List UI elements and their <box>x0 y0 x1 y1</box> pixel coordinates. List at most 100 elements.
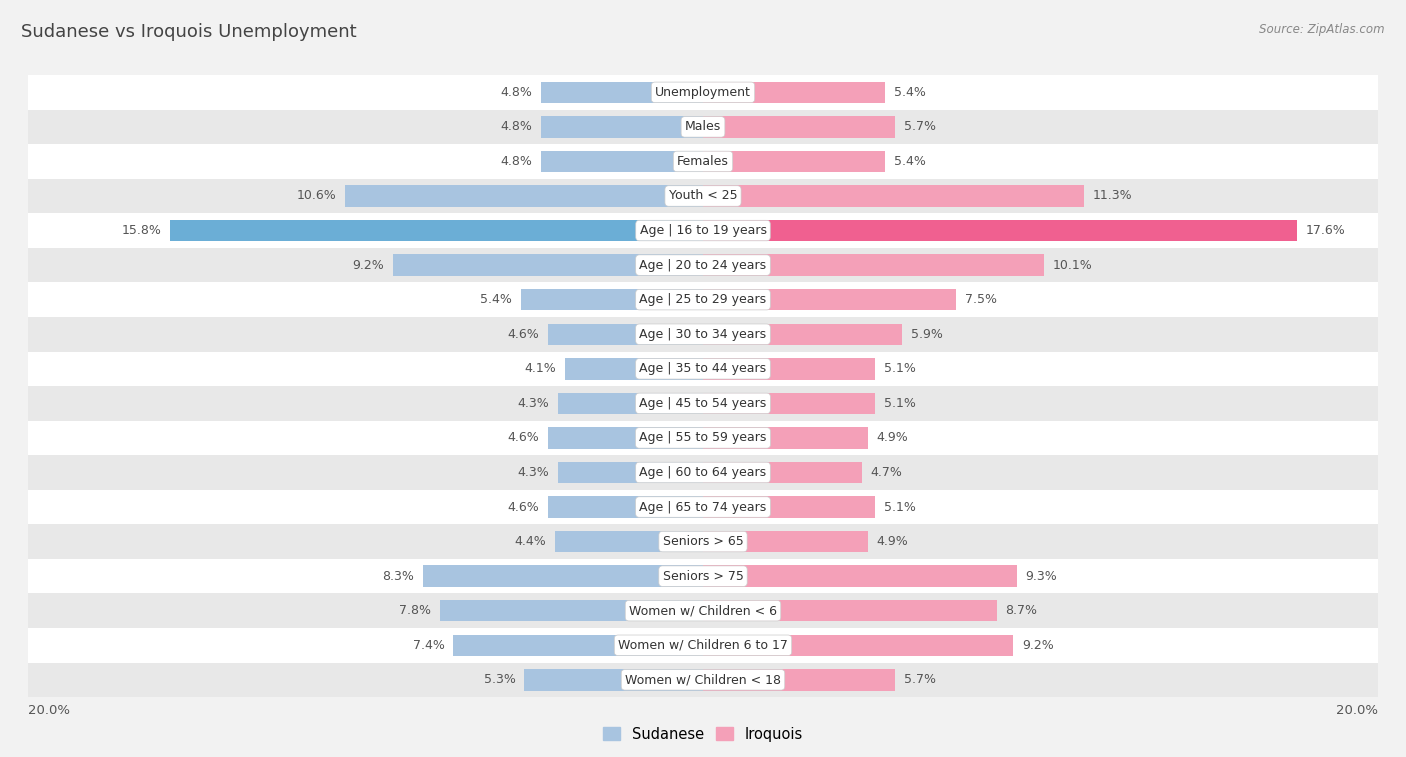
Text: 17.6%: 17.6% <box>1305 224 1346 237</box>
Bar <box>703 462 862 483</box>
Text: 4.8%: 4.8% <box>501 155 533 168</box>
Bar <box>703 531 869 553</box>
Text: Age | 30 to 34 years: Age | 30 to 34 years <box>640 328 766 341</box>
Text: Women w/ Children 6 to 17: Women w/ Children 6 to 17 <box>619 639 787 652</box>
Text: Age | 65 to 74 years: Age | 65 to 74 years <box>640 500 766 513</box>
Text: 7.8%: 7.8% <box>399 604 432 617</box>
Bar <box>548 427 703 449</box>
Text: Unemployment: Unemployment <box>655 86 751 99</box>
Text: 20.0%: 20.0% <box>28 704 70 717</box>
FancyBboxPatch shape <box>28 213 1378 248</box>
Bar <box>453 634 703 656</box>
Text: 4.7%: 4.7% <box>870 466 901 479</box>
Text: 5.4%: 5.4% <box>894 155 925 168</box>
Text: 7.5%: 7.5% <box>965 293 997 306</box>
Text: 9.2%: 9.2% <box>353 259 384 272</box>
FancyBboxPatch shape <box>28 662 1378 697</box>
Bar <box>440 600 703 621</box>
Text: 8.7%: 8.7% <box>1005 604 1038 617</box>
Text: 15.8%: 15.8% <box>121 224 162 237</box>
Bar <box>703 565 1017 587</box>
Bar <box>703 116 896 138</box>
Bar <box>703 289 956 310</box>
Bar <box>703 634 1014 656</box>
Bar <box>565 358 703 379</box>
FancyBboxPatch shape <box>28 282 1378 317</box>
Text: Age | 60 to 64 years: Age | 60 to 64 years <box>640 466 766 479</box>
FancyBboxPatch shape <box>28 490 1378 525</box>
Bar <box>541 116 703 138</box>
Legend: Sudanese, Iroquois: Sudanese, Iroquois <box>598 721 808 748</box>
Bar <box>703 323 903 345</box>
FancyBboxPatch shape <box>28 179 1378 213</box>
Text: 5.3%: 5.3% <box>484 673 516 687</box>
Text: 9.3%: 9.3% <box>1025 570 1057 583</box>
Bar <box>703 254 1043 276</box>
Bar <box>703 358 875 379</box>
Text: 8.3%: 8.3% <box>382 570 415 583</box>
Text: 10.1%: 10.1% <box>1052 259 1092 272</box>
Text: 5.4%: 5.4% <box>481 293 512 306</box>
Text: 4.8%: 4.8% <box>501 86 533 99</box>
FancyBboxPatch shape <box>28 317 1378 351</box>
Text: Age | 35 to 44 years: Age | 35 to 44 years <box>640 363 766 375</box>
Text: 9.2%: 9.2% <box>1022 639 1053 652</box>
Text: 5.7%: 5.7% <box>904 673 936 687</box>
FancyBboxPatch shape <box>28 593 1378 628</box>
Bar <box>554 531 703 553</box>
Bar <box>541 151 703 172</box>
Text: 5.1%: 5.1% <box>883 397 915 410</box>
FancyBboxPatch shape <box>28 628 1378 662</box>
Bar <box>170 220 703 241</box>
Bar <box>548 323 703 345</box>
Text: 4.9%: 4.9% <box>877 535 908 548</box>
Text: 4.8%: 4.8% <box>501 120 533 133</box>
Text: 5.9%: 5.9% <box>911 328 942 341</box>
Text: Females: Females <box>678 155 728 168</box>
Text: 7.4%: 7.4% <box>413 639 444 652</box>
Text: Women w/ Children < 6: Women w/ Children < 6 <box>628 604 778 617</box>
Text: 20.0%: 20.0% <box>1336 704 1378 717</box>
Bar <box>703 393 875 414</box>
Text: Males: Males <box>685 120 721 133</box>
Text: 4.4%: 4.4% <box>515 535 546 548</box>
Bar <box>558 393 703 414</box>
Bar <box>520 289 703 310</box>
FancyBboxPatch shape <box>28 248 1378 282</box>
Text: Women w/ Children < 18: Women w/ Children < 18 <box>626 673 780 687</box>
Text: Age | 16 to 19 years: Age | 16 to 19 years <box>640 224 766 237</box>
Bar <box>703 220 1296 241</box>
Text: 5.1%: 5.1% <box>883 500 915 513</box>
Text: Age | 55 to 59 years: Age | 55 to 59 years <box>640 431 766 444</box>
FancyBboxPatch shape <box>28 386 1378 421</box>
Text: 4.6%: 4.6% <box>508 328 540 341</box>
FancyBboxPatch shape <box>28 559 1378 593</box>
Text: 4.6%: 4.6% <box>508 500 540 513</box>
FancyBboxPatch shape <box>28 75 1378 110</box>
Text: Source: ZipAtlas.com: Source: ZipAtlas.com <box>1260 23 1385 36</box>
Bar <box>703 427 869 449</box>
Bar <box>346 185 703 207</box>
Text: Age | 45 to 54 years: Age | 45 to 54 years <box>640 397 766 410</box>
Bar <box>703 497 875 518</box>
Text: Age | 20 to 24 years: Age | 20 to 24 years <box>640 259 766 272</box>
FancyBboxPatch shape <box>28 455 1378 490</box>
Text: 5.4%: 5.4% <box>894 86 925 99</box>
Text: 4.1%: 4.1% <box>524 363 557 375</box>
Bar <box>558 462 703 483</box>
Text: 4.3%: 4.3% <box>517 397 550 410</box>
Bar <box>423 565 703 587</box>
Text: Youth < 25: Youth < 25 <box>669 189 737 202</box>
Bar <box>524 669 703 690</box>
Text: 10.6%: 10.6% <box>297 189 337 202</box>
Text: 11.3%: 11.3% <box>1092 189 1132 202</box>
FancyBboxPatch shape <box>28 421 1378 455</box>
FancyBboxPatch shape <box>28 144 1378 179</box>
Text: Sudanese vs Iroquois Unemployment: Sudanese vs Iroquois Unemployment <box>21 23 357 41</box>
FancyBboxPatch shape <box>28 110 1378 144</box>
Text: Seniors > 65: Seniors > 65 <box>662 535 744 548</box>
Bar <box>703 151 886 172</box>
Text: 4.6%: 4.6% <box>508 431 540 444</box>
Bar <box>703 185 1084 207</box>
Bar <box>703 600 997 621</box>
